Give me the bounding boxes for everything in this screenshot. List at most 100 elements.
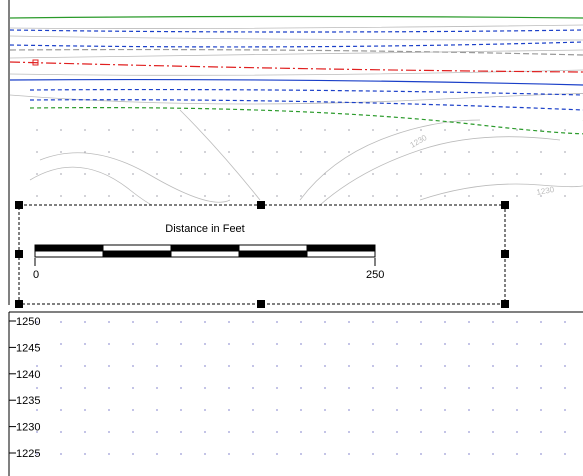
grid-dot bbox=[444, 387, 446, 389]
grid-dot bbox=[36, 409, 38, 411]
grid-dot bbox=[324, 321, 326, 323]
grid-dot bbox=[204, 195, 206, 197]
grid-dot bbox=[132, 365, 134, 367]
grid-dot bbox=[564, 173, 566, 175]
grid-dot bbox=[132, 431, 134, 433]
grid-dot bbox=[468, 453, 470, 455]
grid-dot bbox=[444, 195, 446, 197]
grid-dot bbox=[516, 195, 518, 197]
grid-dot bbox=[564, 409, 566, 411]
grid-dot bbox=[492, 409, 494, 411]
grid-dot bbox=[36, 453, 38, 455]
grid-dot bbox=[84, 151, 86, 153]
grid-dot bbox=[516, 151, 518, 153]
grid-dot bbox=[252, 387, 254, 389]
grid-dot bbox=[372, 195, 374, 197]
grid-dot bbox=[492, 195, 494, 197]
grid-dot bbox=[348, 195, 350, 197]
grid-dot bbox=[420, 365, 422, 367]
grid-dot bbox=[156, 431, 158, 433]
grid-dot bbox=[252, 365, 254, 367]
grid-dot bbox=[252, 173, 254, 175]
grid-dot bbox=[516, 321, 518, 323]
grid-dot bbox=[84, 173, 86, 175]
grid-dot bbox=[420, 431, 422, 433]
grid-dot bbox=[36, 173, 38, 175]
grid-dot bbox=[492, 151, 494, 153]
grid-dot bbox=[36, 151, 38, 153]
grid-dot bbox=[228, 321, 230, 323]
grid-dot bbox=[36, 387, 38, 389]
grid-dot bbox=[204, 387, 206, 389]
elevation-label: 1240 bbox=[16, 369, 40, 381]
grid-dot bbox=[156, 453, 158, 455]
grid-dot bbox=[228, 151, 230, 153]
elevation-label: 1235 bbox=[16, 395, 40, 407]
grid-dot bbox=[372, 365, 374, 367]
grid-dot bbox=[300, 195, 302, 197]
grid-dot bbox=[180, 343, 182, 345]
grid-dot bbox=[372, 151, 374, 153]
grid-dot bbox=[396, 365, 398, 367]
scale-label: 0 bbox=[33, 269, 39, 281]
grid-dot bbox=[516, 409, 518, 411]
grid-dot bbox=[564, 321, 566, 323]
grid-dot bbox=[564, 453, 566, 455]
grid-dot bbox=[444, 431, 446, 433]
scale-segment bbox=[306, 244, 376, 252]
grid-dot bbox=[444, 173, 446, 175]
grid-dot bbox=[564, 195, 566, 197]
grid-dot bbox=[276, 431, 278, 433]
selection-handles[interactable] bbox=[15, 201, 509, 308]
grid-dot bbox=[372, 431, 374, 433]
grid-dot bbox=[252, 151, 254, 153]
grid-dot bbox=[420, 151, 422, 153]
scale-segment bbox=[170, 244, 240, 252]
scale-segment bbox=[102, 250, 172, 258]
grid-dot bbox=[324, 453, 326, 455]
grid-dot bbox=[276, 387, 278, 389]
grid-dot bbox=[372, 409, 374, 411]
grid-dot bbox=[276, 365, 278, 367]
grid-dot bbox=[540, 453, 542, 455]
grid-dot bbox=[108, 453, 110, 455]
grid-dot bbox=[372, 321, 374, 323]
contour-label: 1230 bbox=[536, 185, 556, 197]
plan-lines bbox=[9, 15, 583, 135]
elevation-label: 1250 bbox=[16, 316, 40, 328]
grid-dot bbox=[228, 173, 230, 175]
grid-dot bbox=[324, 387, 326, 389]
grid-dot bbox=[420, 321, 422, 323]
grid-dot bbox=[156, 195, 158, 197]
grid-dot bbox=[468, 321, 470, 323]
elevation-label: 1245 bbox=[16, 342, 40, 354]
grid-dot bbox=[156, 173, 158, 175]
grid-dot bbox=[204, 173, 206, 175]
grid-dot bbox=[204, 343, 206, 345]
grid-dot bbox=[396, 453, 398, 455]
grid-dot bbox=[468, 151, 470, 153]
grid-dot bbox=[156, 365, 158, 367]
grid-dot bbox=[108, 321, 110, 323]
grid-dot bbox=[132, 409, 134, 411]
grid-dot bbox=[252, 409, 254, 411]
grid-dot bbox=[84, 453, 86, 455]
grid-dot bbox=[132, 173, 134, 175]
grid-dot bbox=[372, 387, 374, 389]
grid-dot bbox=[420, 387, 422, 389]
scale-bar bbox=[34, 244, 376, 258]
grid-dot bbox=[276, 409, 278, 411]
grid-dot bbox=[84, 195, 86, 197]
grid-dot bbox=[396, 151, 398, 153]
grid-dot bbox=[180, 195, 182, 197]
grid-dot bbox=[444, 343, 446, 345]
grid-dot bbox=[108, 365, 110, 367]
grid-dot bbox=[180, 409, 182, 411]
grid-dot bbox=[276, 195, 278, 197]
grid-dot bbox=[180, 365, 182, 367]
grid-dot bbox=[132, 453, 134, 455]
grid-dot bbox=[276, 129, 278, 131]
grid-dot bbox=[468, 173, 470, 175]
grid-dot bbox=[468, 195, 470, 197]
